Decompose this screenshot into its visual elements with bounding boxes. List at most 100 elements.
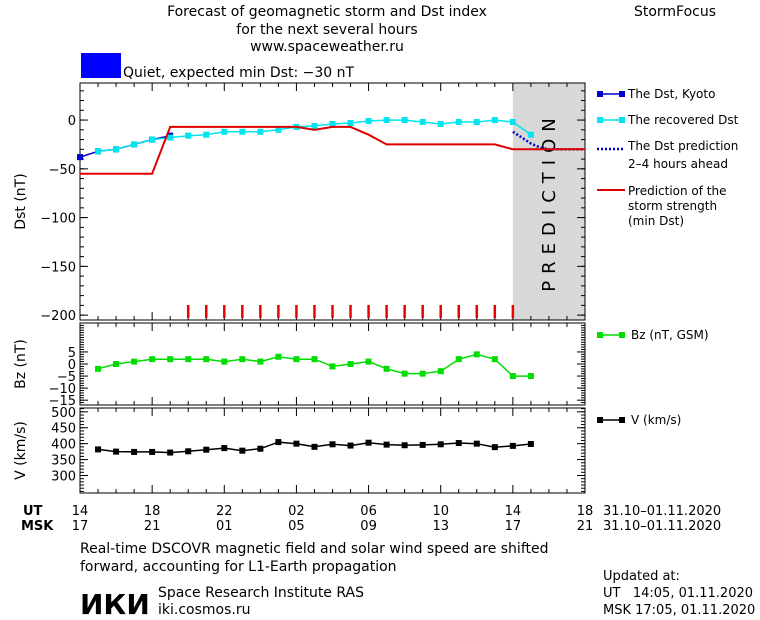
msk-tick-label: 01 xyxy=(216,519,233,534)
data-point-the-recovered-dst xyxy=(329,120,336,127)
legend-label-storm-strength-1: Prediction of the xyxy=(628,184,727,198)
data-point-the-recovered-dst xyxy=(95,148,102,155)
data-point-the-recovered-dst xyxy=(185,132,192,139)
y-tick-label: −10 xyxy=(49,382,76,397)
title-line-2: for the next several hours xyxy=(236,22,417,38)
data-point-the-recovered-dst xyxy=(419,119,426,126)
legend-marker-dst-recovered-end xyxy=(619,117,625,123)
data-point-the-recovered-dst xyxy=(401,117,408,124)
data-point-v-km-s xyxy=(221,445,228,452)
msk-tick-label: 21 xyxy=(577,519,594,534)
data-point-v-km-s xyxy=(347,442,354,449)
institute-site: iki.cosmos.ru xyxy=(158,602,250,618)
data-point-bz-nt-gsm xyxy=(491,356,498,363)
data-point-v-km-s xyxy=(113,448,120,455)
header: Forecast of geomagnetic storm and Dst in… xyxy=(81,4,716,81)
data-point-bz-nt-gsm xyxy=(167,356,174,363)
y-tick-label: 5 xyxy=(68,346,76,361)
data-point-bz-nt-gsm xyxy=(221,358,228,365)
ut-tick-label: 14 xyxy=(505,504,522,519)
prediction-label: PREDICTION xyxy=(539,111,560,291)
data-point-the-recovered-dst xyxy=(131,141,138,148)
data-point-the-dst-kyoto xyxy=(77,154,83,161)
msk-tick-label: 09 xyxy=(360,519,377,534)
legend-marker-dst-kyoto-end xyxy=(619,91,625,97)
ut-tick-label: 06 xyxy=(360,504,377,519)
ut-tick-label: 14 xyxy=(72,504,89,519)
y-tick-label: 450 xyxy=(51,422,76,437)
footer: Real-time DSCOVR magnetic field and sola… xyxy=(80,541,755,620)
data-point-the-recovered-dst xyxy=(509,119,516,126)
date-range-msk: 31.10–01.11.2020 xyxy=(603,519,721,534)
y-tick-label: 400 xyxy=(51,438,76,453)
data-point-bz-nt-gsm xyxy=(131,358,138,365)
data-point-bz-nt-gsm xyxy=(455,356,462,363)
y-tick-label: 500 xyxy=(51,406,76,421)
msk-tick-label: 17 xyxy=(72,519,89,534)
prediction-zone xyxy=(512,83,585,320)
legend-label-dst-recovered: The recovered Dst xyxy=(627,113,739,127)
data-point-the-recovered-dst xyxy=(383,117,390,124)
data-point-v-km-s xyxy=(473,440,480,447)
title-line-1: Forecast of geomagnetic storm and Dst in… xyxy=(167,4,487,20)
data-point-the-recovered-dst xyxy=(149,136,156,143)
legend-marker-dst-recovered xyxy=(597,117,603,123)
legend-label-storm-strength-2: storm strength xyxy=(628,199,717,213)
y-tick-label: −50 xyxy=(49,163,76,178)
msk-label: MSK xyxy=(21,519,54,534)
ut-tick-label: 22 xyxy=(216,504,233,519)
data-point-bz-nt-gsm xyxy=(293,356,300,363)
ut-label: UT xyxy=(23,504,43,519)
data-point-the-recovered-dst xyxy=(275,126,282,133)
legend-marker-v-end xyxy=(619,417,625,423)
data-point-v-km-s xyxy=(455,440,462,447)
data-point-bz-nt-gsm xyxy=(509,373,516,380)
data-point-the-recovered-dst xyxy=(221,128,228,135)
updated-msk: MSK 17:05, 01.11.2020 xyxy=(603,603,755,618)
data-point-the-recovered-dst xyxy=(113,146,120,153)
data-point-v-km-s xyxy=(293,440,300,447)
data-point-bz-nt-gsm xyxy=(347,361,354,367)
data-point-bz-nt-gsm xyxy=(383,365,390,372)
data-point-bz-nt-gsm xyxy=(329,363,336,370)
data-point-v-km-s xyxy=(401,442,408,449)
data-point-bz-nt-gsm xyxy=(185,356,192,363)
updated-label: Updated at: xyxy=(603,569,680,584)
y-tick-label: 0 xyxy=(68,358,76,373)
data-point-v-km-s xyxy=(185,448,192,455)
y-tick-label: −200 xyxy=(40,309,76,324)
status-text: Quiet, expected min Dst: −30 nT xyxy=(123,65,355,81)
data-point-v-km-s xyxy=(419,441,426,448)
panel-frame xyxy=(79,82,586,321)
data-point-bz-nt-gsm xyxy=(203,356,210,363)
status-color-box xyxy=(81,53,121,78)
data-point-the-recovered-dst xyxy=(473,119,480,126)
data-point-v-km-s xyxy=(527,440,534,447)
msk-tick-label: 13 xyxy=(432,519,449,534)
brand-name: StormFocus xyxy=(634,4,716,20)
legend-label-dst-prediction-1: The Dst prediction xyxy=(627,139,738,153)
data-point-bz-nt-gsm xyxy=(275,353,282,360)
data-point-the-recovered-dst xyxy=(203,131,210,138)
data-point-the-recovered-dst xyxy=(257,128,264,135)
data-point-v-km-s xyxy=(509,442,516,449)
msk-tick-label: 05 xyxy=(288,519,305,534)
date-range-ut: 31.10–01.11.2020 xyxy=(603,504,721,519)
data-point-the-recovered-dst xyxy=(437,120,444,127)
y-tick-label: −100 xyxy=(40,212,76,227)
data-point-v-km-s xyxy=(203,446,210,453)
legend-label-dst-prediction-2: 2–4 hours ahead xyxy=(628,157,728,171)
data-point-v-km-s xyxy=(491,444,498,451)
data-point-bz-nt-gsm xyxy=(527,373,534,380)
data-point-bz-nt-gsm xyxy=(401,370,408,377)
data-point-v-km-s xyxy=(311,443,318,450)
ut-tick-label: 18 xyxy=(577,504,594,519)
data-point-bz-nt-gsm xyxy=(311,356,318,363)
data-point-v-km-s xyxy=(329,441,336,448)
legend-marker-dst-kyoto xyxy=(597,91,603,97)
y-tick-label: −15 xyxy=(49,394,76,409)
updated-ut: UT 14:05, 01.11.2020 xyxy=(603,586,753,601)
institute-name: Space Research Institute RAS xyxy=(158,585,364,601)
